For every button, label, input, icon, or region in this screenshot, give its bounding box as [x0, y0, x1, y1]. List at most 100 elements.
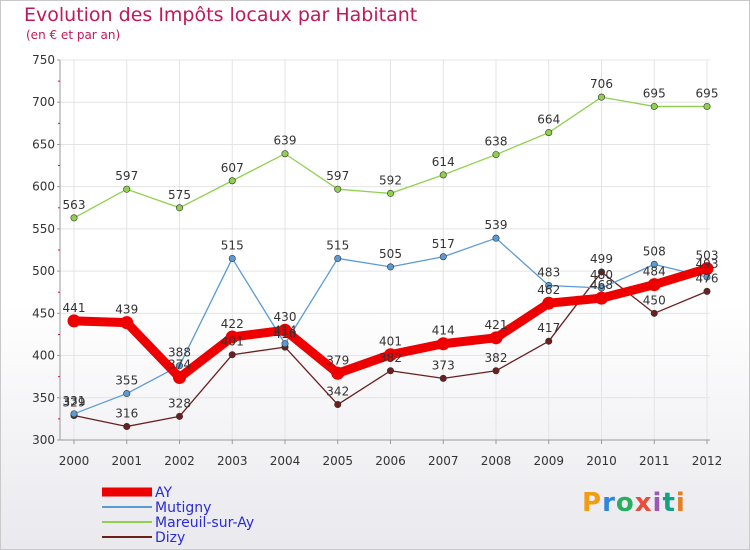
- x-tick-label: 2007: [428, 454, 459, 468]
- data-point-mutigny: [334, 254, 342, 262]
- logo-letter: i: [652, 488, 663, 518]
- data-label-mareuil-sur-ay: 614: [432, 155, 455, 169]
- data-point-mareuil-sur-ay: [334, 185, 342, 193]
- data-label-mareuil-sur-ay: 607: [221, 161, 244, 175]
- data-point-mutigny: [70, 410, 78, 418]
- proxiti-logo: Proxiti: [582, 488, 686, 518]
- legend-label-mutigny: Mutigny: [155, 500, 211, 516]
- data-point-mutigny: [176, 362, 184, 370]
- y-tick-label: 450: [32, 306, 55, 320]
- data-point-dizy: [703, 287, 711, 295]
- chart-subtitle: (en € et par an): [26, 28, 121, 42]
- data-point-mareuil-sur-ay: [439, 171, 447, 179]
- data-point-ay: [225, 330, 239, 344]
- data-label-mareuil-sur-ay: 695: [696, 86, 719, 100]
- data-point-mareuil-sur-ay: [703, 102, 711, 110]
- x-tick-label: 2010: [586, 454, 617, 468]
- data-label-dizy: 316: [115, 406, 138, 420]
- data-label-dizy: 450: [643, 293, 666, 307]
- data-point-dizy: [545, 337, 553, 345]
- y-tick-label: 350: [32, 391, 55, 405]
- data-label-dizy: 410: [274, 327, 297, 341]
- data-point-dizy: [176, 412, 184, 420]
- data-label-mutigny: 493: [696, 257, 719, 271]
- y-tick-label: 600: [32, 180, 55, 194]
- data-point-mareuil-sur-ay: [492, 151, 500, 159]
- data-label-ay: 462: [537, 283, 560, 297]
- data-label-dizy: 382: [485, 351, 508, 365]
- data-label-ay: 441: [63, 301, 86, 315]
- data-label-mareuil-sur-ay: 664: [537, 113, 560, 127]
- data-label-ay: 439: [115, 303, 138, 317]
- data-point-mutigny: [386, 263, 394, 271]
- logo-letter: P: [582, 488, 603, 518]
- data-point-mareuil-sur-ay: [545, 129, 553, 137]
- data-label-mareuil-sur-ay: 575: [168, 188, 191, 202]
- data-point-mareuil-sur-ay: [281, 150, 289, 158]
- data-point-ay: [384, 348, 397, 362]
- data-label-mareuil-sur-ay: 706: [590, 77, 613, 91]
- data-label-mutigny: 539: [485, 218, 508, 232]
- data-label-ay: 401: [379, 335, 402, 349]
- data-point-dizy: [650, 309, 658, 317]
- data-point-mutigny: [439, 253, 447, 261]
- chart-title: Evolution des Impôts locaux par Habitant: [24, 4, 418, 26]
- y-axis-ticks: 300 350 400 450 500 550 600 650 700 750: [32, 53, 60, 447]
- data-label-ay: 430: [274, 310, 297, 324]
- data-label-dizy: 328: [168, 396, 191, 410]
- legend-label-dizy: Dizy: [155, 530, 185, 546]
- data-point-mutigny: [545, 281, 553, 289]
- series-points: [67, 93, 714, 430]
- data-point-mutigny: [650, 260, 658, 268]
- x-tick-label: 2003: [217, 454, 248, 468]
- x-tick-label: 2008: [481, 454, 512, 468]
- data-point-dizy: [597, 268, 605, 276]
- y-tick-label: 400: [32, 349, 55, 363]
- data-label-mutigny: 517: [432, 237, 455, 251]
- x-axis-ticks: 2000 2001 2002 2003 2004 2005 2006 2007 2008 2009…: [59, 440, 723, 468]
- data-point-dizy: [439, 374, 447, 382]
- data-point-mareuil-sur-ay: [70, 214, 78, 222]
- data-point-mareuil-sur-ay: [386, 189, 394, 197]
- data-label-dizy: 342: [326, 385, 349, 399]
- x-tick-label: 2001: [111, 454, 142, 468]
- data-label-ay: 379: [326, 353, 349, 367]
- data-point-ay: [120, 316, 134, 330]
- data-label-ay: 422: [221, 317, 244, 331]
- data-label-mutigny: 515: [326, 238, 349, 252]
- data-label-mutigny: 515: [221, 238, 244, 252]
- logo-letter: o: [615, 488, 635, 518]
- y-tick-label: 550: [32, 222, 55, 236]
- legend-label-mareuil-sur-ay: Mareuil-sur-Ay: [155, 515, 254, 531]
- data-label-ay: 421: [485, 318, 508, 332]
- data-label-dizy: 329: [63, 396, 86, 410]
- data-label-mutigny: 414: [274, 324, 297, 338]
- data-point-ay: [595, 291, 608, 305]
- data-label-dizy: 373: [432, 358, 455, 372]
- logo-letter: i: [675, 488, 686, 518]
- data-point-mareuil-sur-ay: [650, 102, 658, 110]
- y-tick-label: 700: [32, 95, 55, 109]
- data-label-mareuil-sur-ay: 638: [485, 135, 508, 149]
- data-label-ay: 468: [590, 278, 613, 292]
- data-label-mutigny: 480: [590, 268, 613, 282]
- x-tick-label: 2004: [270, 454, 301, 468]
- y-tick-label: 650: [32, 137, 55, 151]
- data-label-mareuil-sur-ay: 592: [379, 173, 402, 187]
- data-label-mareuil-sur-ay: 597: [115, 169, 138, 183]
- data-label-mareuil-sur-ay: 563: [63, 198, 86, 212]
- data-labels: 329 316 328 401 410 342 382 373 382 417 499 450 476 5…: [63, 77, 719, 420]
- x-tick-label: 2009: [533, 454, 564, 468]
- data-label-mareuil-sur-ay: 597: [326, 169, 349, 183]
- data-label-mutigny: 388: [168, 346, 191, 360]
- data-point-ay: [489, 331, 503, 345]
- x-tick-label: 2011: [639, 454, 670, 468]
- data-point-ay: [67, 314, 81, 328]
- data-point-mareuil-sur-ay: [597, 93, 605, 101]
- x-tick-label: 2012: [692, 454, 723, 468]
- y-tick-label: 300: [32, 433, 55, 447]
- data-point-mutigny: [123, 390, 131, 398]
- data-point-mareuil-sur-ay: [176, 204, 184, 212]
- x-tick-label: 2002: [164, 454, 195, 468]
